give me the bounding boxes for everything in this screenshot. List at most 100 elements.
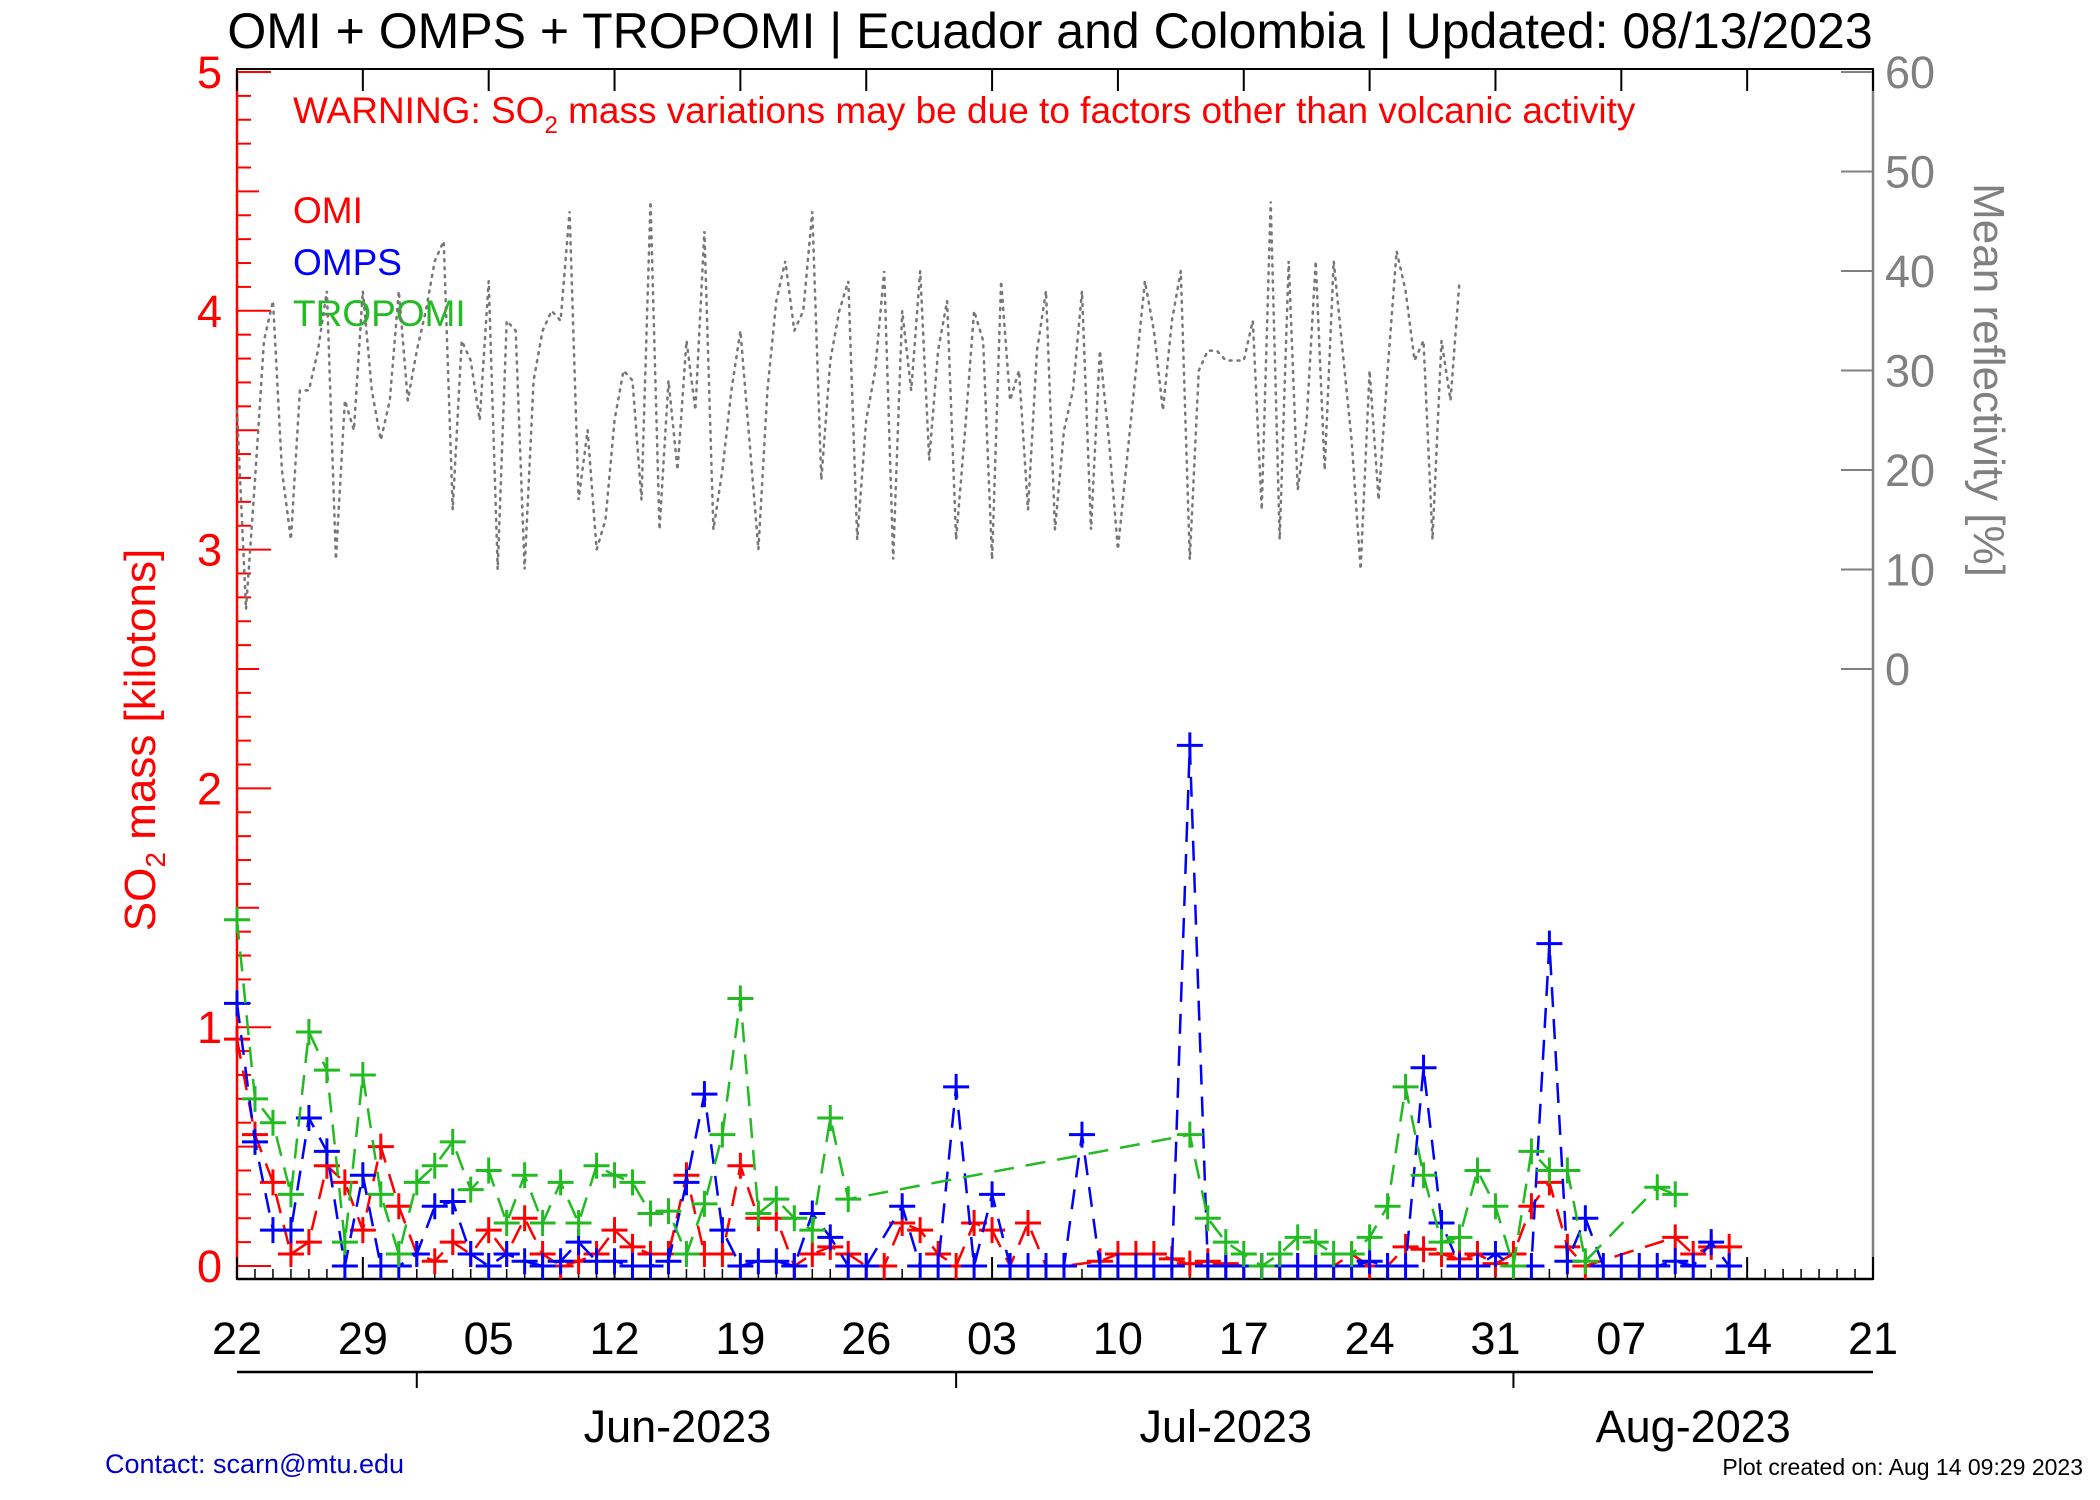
omi-point (439, 1229, 466, 1256)
omps-point (421, 1193, 448, 1220)
tropomi-point (277, 1181, 304, 1208)
tropomi-point (1500, 1253, 1527, 1279)
tropomi-point (1644, 1174, 1671, 1201)
omi-point (1410, 1236, 1437, 1263)
left-axis-label-prefix: SO (116, 868, 165, 932)
tropomi-point (619, 1169, 646, 1196)
omps-point (943, 1073, 970, 1100)
omi-point (727, 1152, 754, 1179)
omps-point (1068, 1121, 1095, 1148)
tropomi-point (583, 1152, 610, 1179)
omps-point (439, 1188, 466, 1215)
omi-point (1518, 1193, 1545, 1220)
left-axis-label-subscript: 2 (140, 852, 171, 868)
omps-point (889, 1193, 916, 1220)
tropomi-point (673, 1241, 700, 1268)
right-tick-label: 10 (1885, 545, 1935, 596)
tropomi-point (601, 1162, 628, 1189)
omps-point (1662, 1248, 1689, 1275)
contact-text: Contact: scarn@mtu.edu (105, 1449, 404, 1479)
omi-point (367, 1133, 394, 1160)
omps-point (493, 1241, 520, 1268)
warning-text: WARNING: SO2 mass variations may be due … (293, 90, 1636, 139)
tropomi-point (1302, 1229, 1329, 1256)
month-label: Jun-2023 (584, 1401, 772, 1452)
omps-point (817, 1224, 844, 1251)
x-tick-label: 21 (1848, 1313, 1898, 1364)
tropomi-point (1194, 1205, 1221, 1232)
omi-point (224, 1026, 250, 1053)
right-tick-label: 40 (1885, 246, 1935, 297)
tropomi-point (1338, 1241, 1365, 1268)
omi-point (961, 1210, 988, 1237)
omps-point (691, 1081, 718, 1108)
tropomi-point (313, 1057, 340, 1084)
x-tick-label: 31 (1470, 1313, 1520, 1364)
tropomi-point (745, 1200, 772, 1227)
left-axis-label-suffix: mass [kilotons] (116, 549, 165, 852)
omps-point (313, 1138, 340, 1165)
x-tick-label: 12 (590, 1313, 640, 1364)
tropomi-point (1554, 1157, 1581, 1184)
tropomi-point (727, 985, 754, 1012)
tropomi-point (1392, 1073, 1419, 1100)
omi-point (475, 1217, 502, 1244)
tropomi-point (1176, 1121, 1203, 1148)
omps-point (1536, 930, 1563, 957)
omps-point (1680, 1253, 1707, 1279)
month-label: Aug-2023 (1596, 1401, 1791, 1452)
omps-point (1392, 1253, 1419, 1279)
left-tick-label: 1 (197, 1002, 222, 1053)
tropomi-point (637, 1200, 664, 1227)
right-tick-label: 50 (1885, 147, 1935, 198)
right-tick-label: 60 (1885, 47, 1935, 98)
omps-point (1356, 1248, 1383, 1275)
x-tick-label: 07 (1596, 1313, 1646, 1364)
omps-point (979, 1181, 1006, 1208)
tropomi-point (1266, 1241, 1293, 1268)
omi-point (799, 1241, 826, 1268)
omps-point (1644, 1253, 1671, 1279)
svg-text:WARNING: SO2 mass variations m: WARNING: SO2 mass variations may be due … (293, 90, 1636, 139)
tropomi-point (655, 1198, 682, 1225)
omi-point (709, 1241, 736, 1268)
tropomi-point (1356, 1224, 1383, 1251)
omps-point (727, 1253, 754, 1279)
tropomi-point (1482, 1193, 1509, 1220)
omps-point (1698, 1229, 1725, 1256)
plot-frame (236, 68, 1874, 1280)
omps-point (655, 1248, 682, 1275)
tropomi-point (457, 1176, 484, 1203)
omi-point (331, 1169, 358, 1196)
tropomi-point (709, 1121, 736, 1148)
omps-point (224, 990, 250, 1017)
omi-point (511, 1205, 538, 1232)
omi-point (259, 1169, 286, 1196)
omi-point (385, 1193, 412, 1220)
tropomi-point (259, 1109, 286, 1136)
omps-point (781, 1253, 808, 1279)
reflectivity-line (235, 201, 1461, 610)
omps-point (1176, 732, 1203, 759)
x-tick-label: 24 (1345, 1313, 1395, 1364)
omps-point (349, 1162, 376, 1189)
right-tick-label: 0 (1885, 644, 1910, 695)
tropomi-point (367, 1181, 394, 1208)
legend: OMI OMPS TROPOMI (293, 190, 466, 334)
tropomi-point (493, 1210, 520, 1237)
tropomi-point (1464, 1157, 1491, 1184)
tropomi-point (1230, 1241, 1257, 1268)
right-tick-label: 30 (1885, 346, 1935, 397)
tropomi-point (421, 1152, 448, 1179)
x-tick-label: 17 (1219, 1313, 1269, 1364)
warning-subscript: 2 (544, 112, 557, 139)
omi-point (349, 1217, 376, 1244)
tropomi-point (1572, 1248, 1599, 1275)
omps-point (709, 1217, 736, 1244)
created-text: Plot created on: Aug 14 09:29 2023 (1722, 1454, 2083, 1480)
left-axis-label: SO2 mass [kilotons] (116, 549, 171, 931)
omps-point (853, 1253, 880, 1279)
omps-point (331, 1253, 358, 1279)
